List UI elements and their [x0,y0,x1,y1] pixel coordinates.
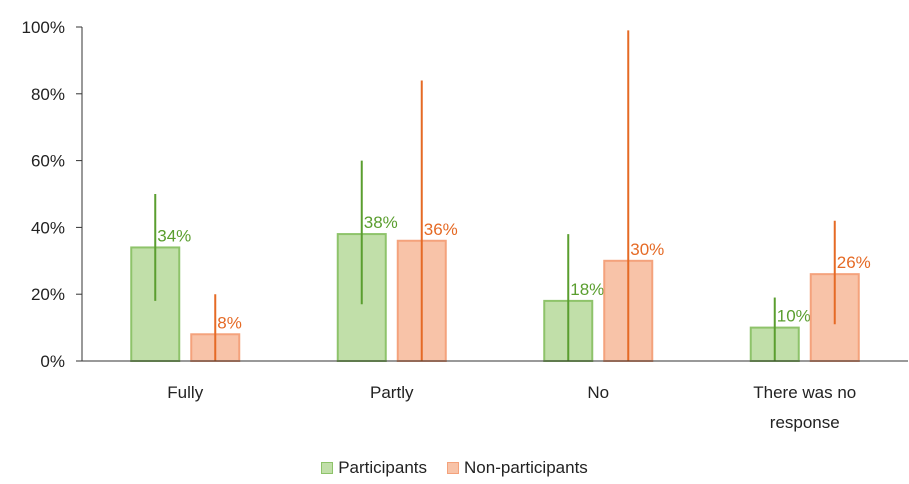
y-tick-label: 80% [31,85,65,104]
data-label-participants: 10% [777,307,811,326]
data-label-non-participants: 30% [630,240,664,259]
x-category-label: Partly [370,383,414,402]
legend-item-participants: Participants [321,458,427,478]
legend-swatch-participants [321,462,334,474]
x-category-label: No [587,383,609,402]
x-category-label: There was no [753,383,856,402]
legend-label-participants: Participants [338,458,428,477]
data-label-non-participants: 36% [424,220,458,239]
legend-label-non-participants: Non-participants [464,458,588,477]
x-category-label: Fully [167,383,203,402]
y-tick-label: 0% [40,352,65,371]
data-label-non-participants: 26% [837,253,871,272]
y-tick-label: 40% [31,218,65,237]
y-tick-label: 60% [31,152,65,171]
y-tick-label: 100% [22,18,65,37]
legend-item-non-participants: Non-participants [447,458,588,478]
y-tick-label: 20% [31,285,65,304]
data-label-participants: 38% [364,213,398,232]
x-category-label: response [770,413,840,432]
data-label-participants: 34% [157,226,191,245]
data-label-participants: 18% [570,280,604,299]
legend-swatch-non-participants [447,462,460,474]
chart-legend: Participants Non-participants [0,458,909,478]
data-label-non-participants: 8% [217,313,242,332]
